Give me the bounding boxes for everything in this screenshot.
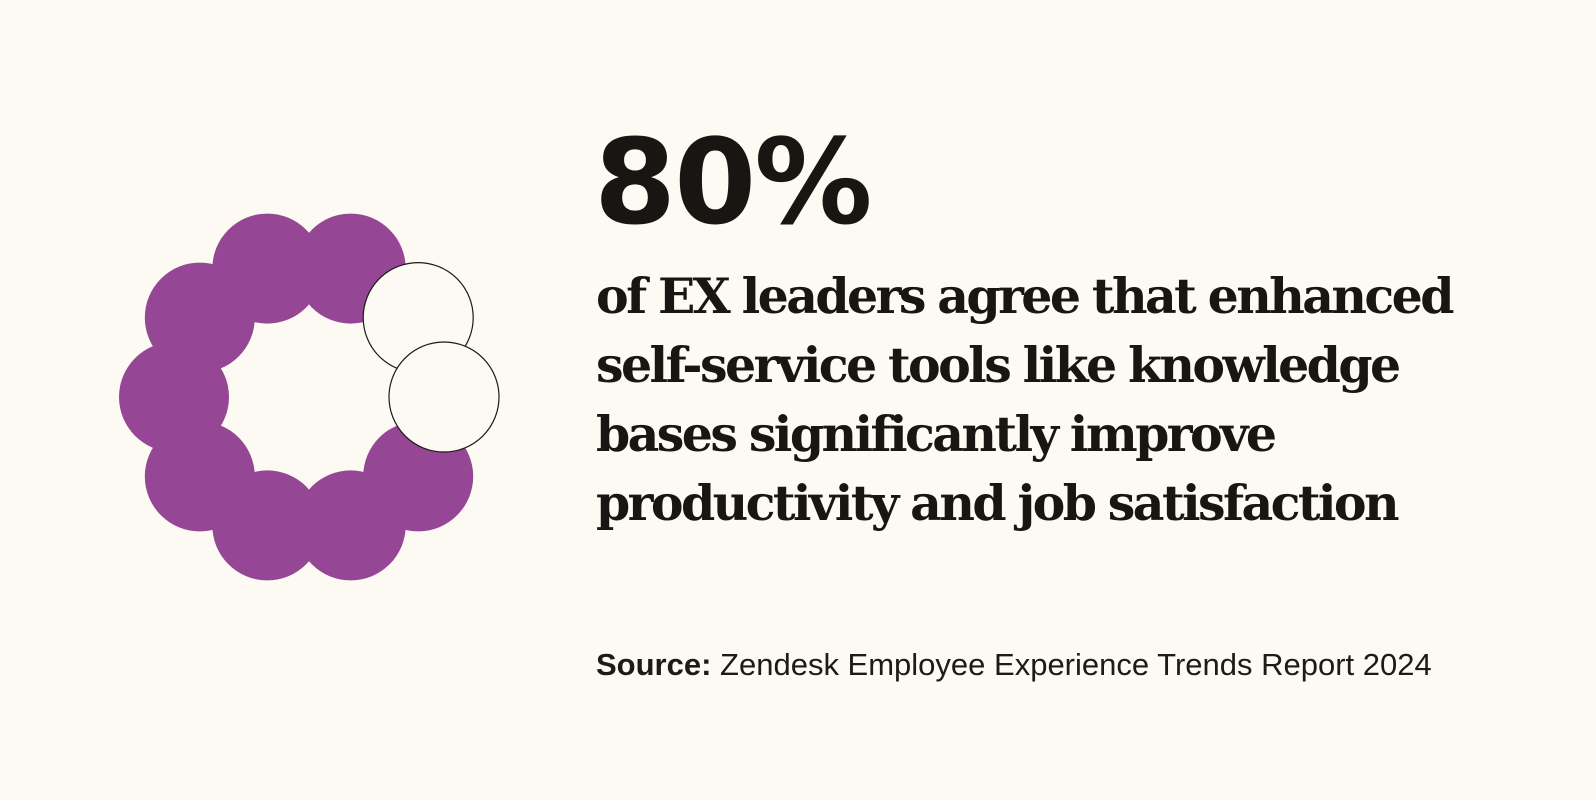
statement-line: productivity and job satisfaction (596, 474, 1400, 532)
source-text: Zendesk Employee Experience Trends Repor… (720, 647, 1432, 682)
statement-text: of EX leaders agree that enhanced self-s… (596, 262, 1496, 538)
proportion-ring-chart (119, 213, 500, 581)
filled-unit-circle (295, 470, 406, 581)
statement-line: of EX leaders agree that enhanced (596, 267, 1455, 325)
statement-line: bases significantly improve (596, 405, 1277, 463)
filled-unit-circle (212, 213, 323, 324)
source-citation: Source: Zendesk Employee Experience Tren… (596, 645, 1432, 685)
source-label: Source: (596, 647, 712, 682)
empty-unit-circle (388, 341, 500, 453)
ring-marks (119, 213, 500, 581)
headline-percentage: 80% (594, 113, 872, 251)
statement-line: self-service tools like knowledge (596, 336, 1401, 394)
